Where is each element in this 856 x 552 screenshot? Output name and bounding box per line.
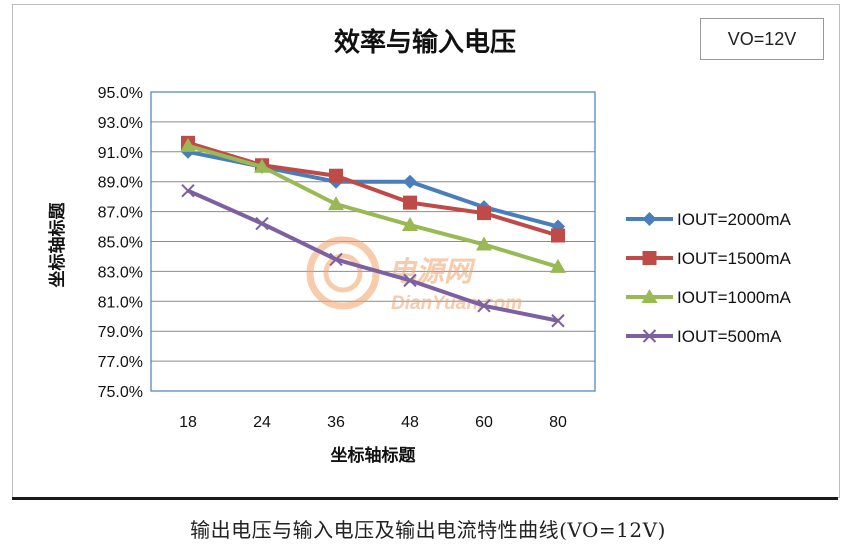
series-line: [187, 188, 559, 323]
legend-marker: [642, 212, 657, 226]
x-tick-label: 48: [401, 414, 419, 431]
series-2: [180, 137, 566, 273]
data-point: [254, 158, 270, 173]
y-tick-label: 79.0%: [98, 324, 143, 341]
data-point: [180, 137, 196, 152]
chart-title: 效率与输入电压: [334, 27, 516, 57]
data-point: [329, 168, 343, 183]
legend-item: IOUT=500mA: [626, 327, 782, 346]
series-3: [181, 183, 565, 328]
watermark-logo: 电源网 DianYuan.com: [306, 236, 522, 314]
y-tick-label: 85.0%: [98, 235, 143, 252]
data-point: [402, 217, 418, 232]
x-axis-title: 坐标轴标题: [331, 445, 417, 465]
data-point: [255, 216, 269, 231]
y-tick-label: 81.0%: [98, 294, 143, 311]
x-tick-label: 60: [475, 414, 493, 431]
legend-item: IOUT=2000mA: [626, 210, 792, 229]
y-tick-label: 75.0%: [98, 384, 143, 401]
y-axis-title: 坐标轴标题: [47, 202, 67, 288]
data-point: [328, 196, 344, 211]
x-tick-label: 18: [179, 414, 197, 431]
data-point: [476, 236, 492, 251]
plot-area-border: [150, 91, 596, 392]
legend-label: IOUT=1500mA: [677, 249, 792, 268]
efficiency-chart: 效率与输入电压 电源网 DianYuan.com 坐标轴标题 坐标轴标题 95.…: [47, 27, 792, 465]
y-tick-label: 95.0%: [98, 85, 143, 102]
data-point: [550, 258, 566, 273]
watermark-text-cn: 电源网: [388, 256, 476, 287]
grid: [151, 91, 595, 392]
series-line: [187, 143, 559, 269]
data-point: [551, 228, 565, 243]
legend-label: IOUT=1000mA: [677, 288, 792, 307]
y-tick-label: 91.0%: [98, 145, 143, 162]
data-point: [403, 273, 417, 288]
legend-marker: [641, 289, 658, 303]
legend-label: IOUT=500mA: [677, 327, 782, 346]
vo-annotation-box: VO=12V: [700, 18, 824, 60]
bottom-rule: [12, 497, 838, 500]
data-point: [181, 183, 195, 198]
x-tick-label: 36: [327, 414, 345, 431]
chart-frame: 效率与输入电压 电源网 DianYuan.com 坐标轴标题 坐标轴标题 95.…: [12, 4, 840, 498]
x-tick-label: 80: [549, 414, 567, 431]
series-line: [187, 140, 559, 238]
vo-annotation-label: VO=12V: [727, 28, 797, 49]
data-point: [477, 206, 491, 221]
legend-label: IOUT=2000mA: [677, 210, 792, 229]
data-point: [403, 174, 417, 189]
x-tick-label: 24: [253, 414, 271, 431]
y-tick-label: 87.0%: [98, 205, 143, 222]
data-point: [329, 252, 343, 267]
figure-caption: 输出电压与输入电压及输出电流特性曲线(VO=12V): [190, 518, 666, 542]
legend-item: IOUT=1500mA: [626, 249, 792, 268]
y-tick-label: 89.0%: [98, 175, 143, 192]
legend: IOUT=2000mA IOUT=1500mA IOUT=1000mA IOUT=50…: [626, 210, 792, 346]
data-point: [551, 314, 565, 328]
data-point: [403, 195, 417, 210]
data-point: [477, 299, 491, 313]
legend-item: IOUT=1000mA: [626, 288, 792, 307]
legend-marker: [642, 251, 657, 265]
y-tick-label: 77.0%: [98, 354, 143, 371]
y-tick-label: 93.0%: [98, 115, 143, 132]
legend-marker: [642, 329, 657, 343]
y-tick-label: 83.0%: [98, 264, 143, 281]
